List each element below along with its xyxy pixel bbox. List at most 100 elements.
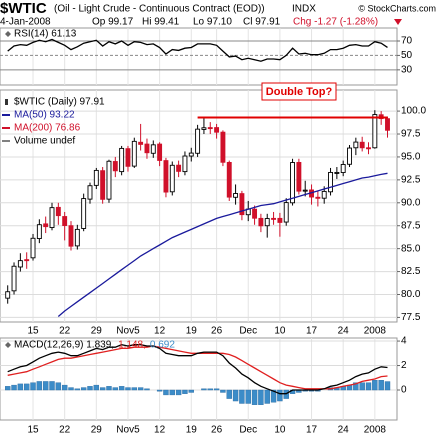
candle-body [226, 161, 232, 198]
histogram-bar [239, 389, 245, 404]
histogram-bar [36, 381, 43, 391]
panel [0, 27, 398, 86]
candle-body [17, 260, 23, 268]
histogram-bar [144, 388, 150, 391]
y-tick-label: 97.5 [401, 129, 421, 140]
candle-body [62, 216, 68, 226]
candle-body [182, 155, 188, 173]
x-tick-label: 26 [211, 326, 223, 337]
candle-body [214, 127, 220, 133]
y-tick-label: 0 [401, 385, 407, 396]
x-tick-label: 10 [274, 326, 286, 337]
candle-body [252, 208, 258, 219]
line [7, 344, 388, 395]
x-tick-label: Nov5 [116, 425, 140, 436]
histogram-bar [169, 389, 175, 396]
legend-label: $WTIC (Daily) 97.91 [14, 97, 105, 108]
x-tick-label: 15 [27, 425, 39, 436]
y-tick-label: 70 [401, 36, 413, 47]
candle-body [30, 237, 36, 259]
low: Lo 97.10 [193, 17, 232, 28]
candle-body [119, 147, 125, 173]
histogram-bar [372, 380, 378, 391]
exchange: INDX [292, 4, 316, 15]
annotation-text: Double Top? [266, 86, 333, 98]
x-tick-label: 2008 [364, 425, 387, 436]
histogram-bar [42, 381, 49, 391]
x-tick-label: 29 [91, 326, 103, 337]
y-tick-label: 30 [401, 64, 413, 75]
legend-label: RSI(14) 61.13 [14, 29, 77, 40]
histogram-bar [55, 382, 62, 391]
candle-body [125, 148, 131, 167]
candle-body [100, 170, 106, 200]
candle-body [340, 164, 346, 173]
legend-icon [5, 99, 8, 105]
x-tick-label: 12 [154, 425, 166, 436]
candle-body [290, 162, 295, 204]
histogram-bar [118, 386, 125, 391]
candle-body [372, 114, 378, 149]
histogram-bar [213, 388, 220, 391]
histogram-bar [201, 388, 207, 391]
line [7, 38, 388, 62]
annotation-box [261, 82, 337, 101]
y-tick-label: 80.0 [401, 289, 421, 300]
candle-body [321, 190, 327, 199]
histogram-bar [17, 383, 24, 391]
histogram-bar [207, 388, 213, 391]
y-tick-label: 50 [401, 50, 413, 61]
candle-body [302, 189, 308, 192]
y-tick-label: 100.0 [401, 106, 426, 117]
histogram-bar [220, 389, 226, 393]
candle-body [176, 164, 182, 172]
candle-body [49, 207, 55, 228]
candle-body [131, 140, 137, 167]
histogram-bar [251, 389, 258, 405]
legend-icon [5, 31, 11, 37]
x-tick-label: 10 [274, 425, 286, 436]
legend-label: 1.148, [118, 340, 146, 351]
histogram-bar [182, 389, 188, 394]
histogram-bar [99, 387, 106, 391]
candle-body [81, 198, 87, 229]
candle-body [347, 147, 352, 165]
candle-body [188, 152, 194, 157]
histogram-bar [188, 389, 194, 393]
candle-body [24, 259, 30, 262]
histogram-bar [131, 387, 138, 391]
candle-body [277, 217, 283, 223]
candle-body [106, 160, 112, 200]
histogram-bar [264, 389, 270, 404]
histogram-bar [87, 386, 93, 391]
histogram-bar [359, 382, 365, 391]
histogram-bar [232, 389, 239, 402]
close: Cl 97.91 [243, 17, 281, 28]
symbol: $WTIC [0, 0, 47, 17]
line [57, 172, 388, 317]
histogram-bar [137, 387, 144, 391]
candle-body [233, 193, 239, 198]
candle-body [258, 217, 264, 227]
candle-body [93, 169, 99, 186]
panel [0, 337, 398, 421]
y-tick-label: 87.5 [401, 220, 421, 231]
candle-body [239, 193, 245, 216]
y-tick-label: 2 [401, 360, 407, 371]
candle-body [283, 202, 289, 223]
histogram-bar [106, 386, 112, 391]
candle-body [220, 131, 226, 163]
x-tick-label: 22 [59, 425, 71, 436]
histogram-bar [4, 386, 11, 391]
histogram-bar [74, 388, 81, 391]
candle-body [68, 225, 74, 247]
candle-body [385, 118, 390, 131]
histogram-bar [277, 389, 283, 402]
histogram-bar [30, 382, 36, 391]
change: Chg -1.27 (-1.28%) [293, 17, 378, 28]
candle-body [169, 164, 175, 193]
x-tick-label: 17 [306, 326, 318, 337]
down-arrow [394, 19, 402, 25]
x-tick-label: 19 [186, 425, 198, 436]
x-tick-label: Nov5 [116, 326, 140, 337]
